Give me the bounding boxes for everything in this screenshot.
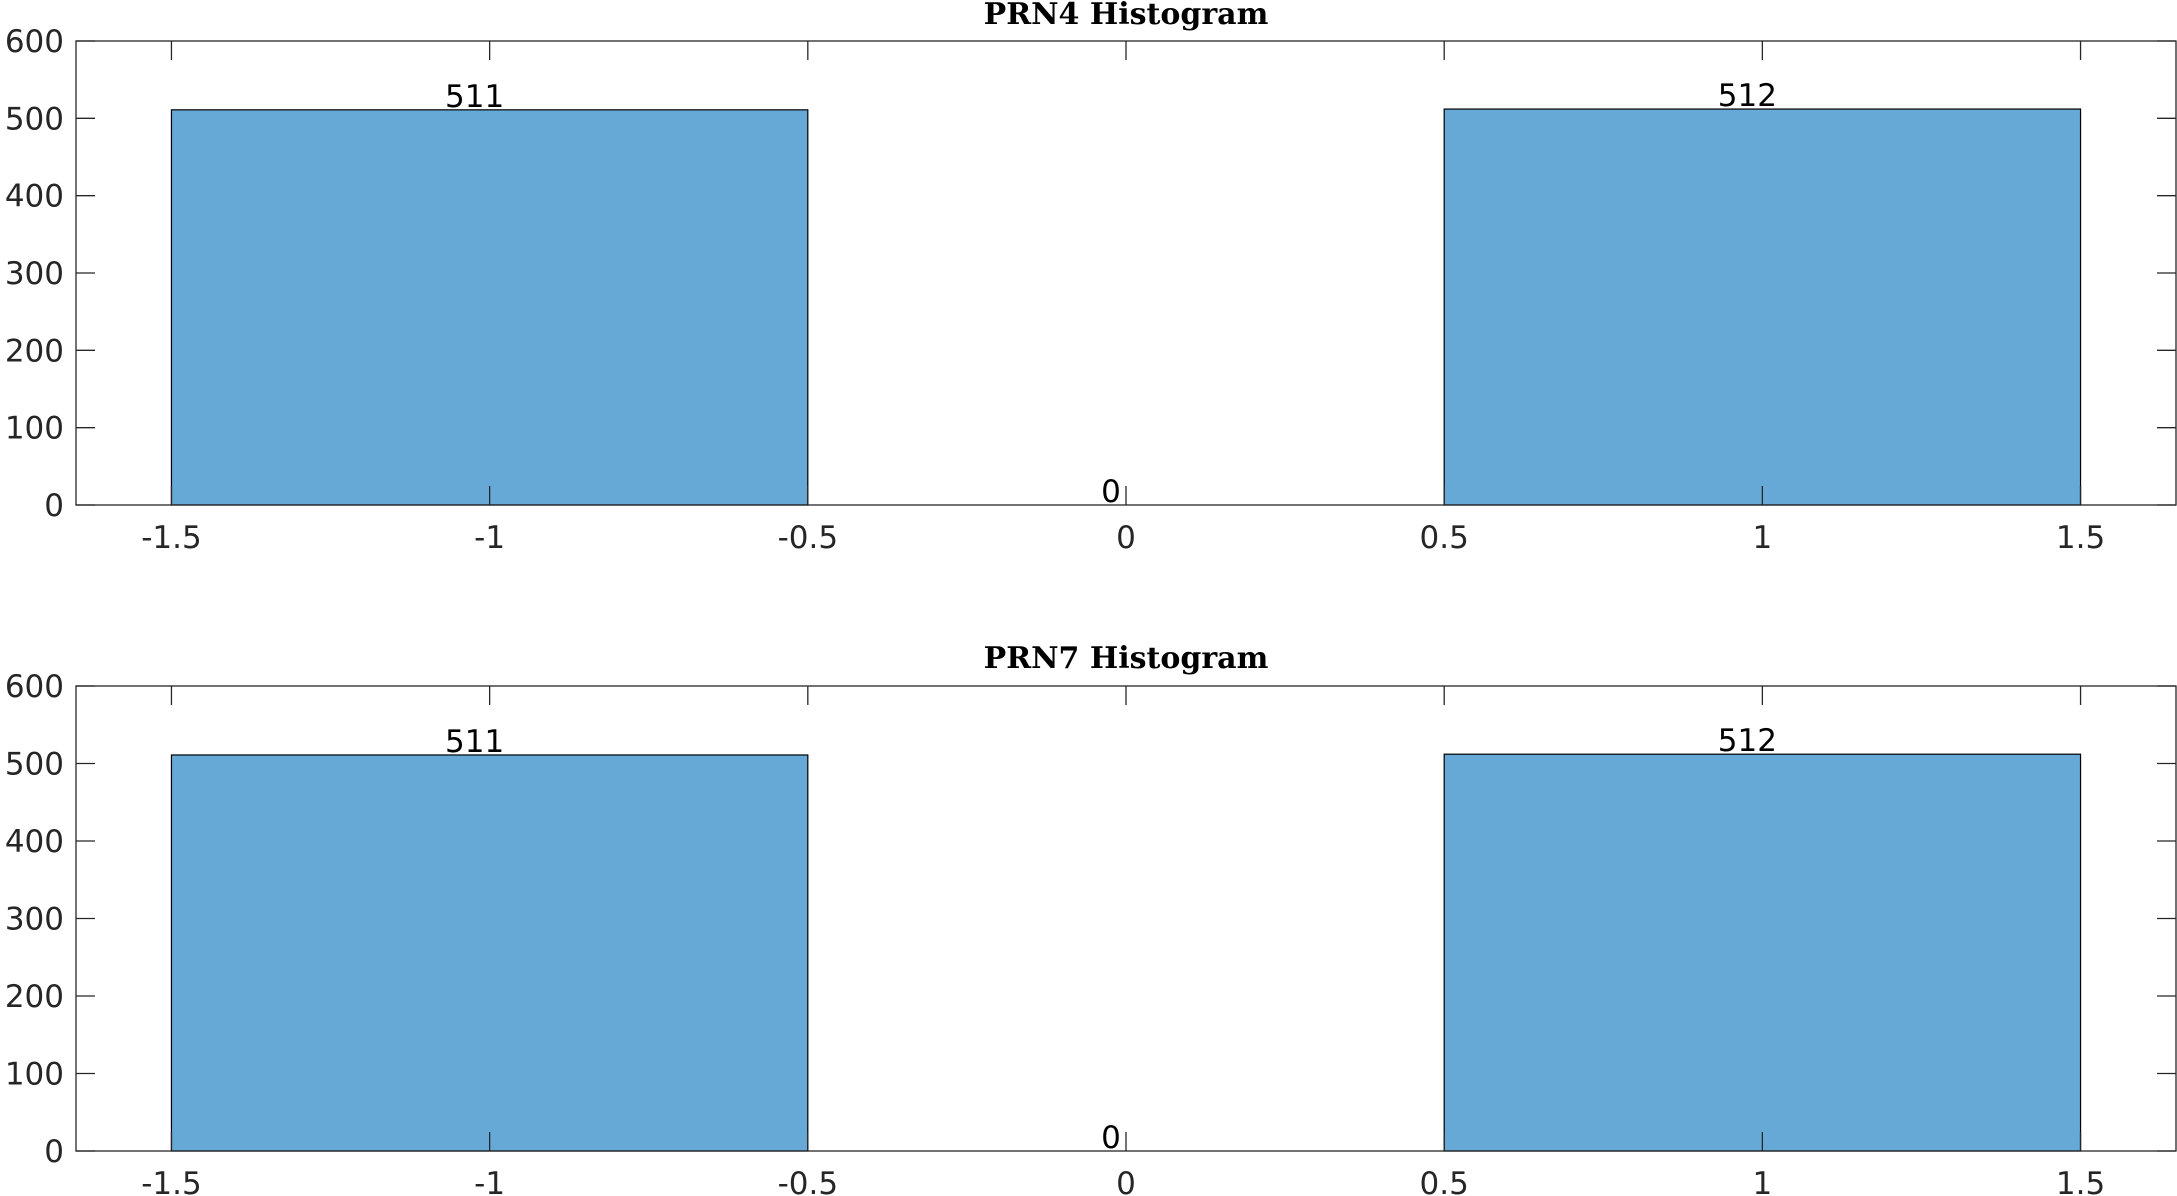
bar-value-label: 512 [1718, 723, 1777, 759]
prn4-histogram-panel: PRN4 Histogram 511 0 512 -1.5 -1 -0.5 0 0.5 1 1.5… [5, 0, 2177, 556]
x-tick-label: -0.5 [778, 520, 839, 556]
bar-value-label: 0 [1101, 474, 1121, 510]
chart-title: PRN7 Histogram [984, 641, 1269, 676]
y-tick-label: 100 [5, 1057, 64, 1093]
y-tick-label: 500 [5, 747, 64, 783]
y-tick-label: 300 [5, 256, 64, 292]
histogram-bar [1443, 108, 2082, 506]
x-tick-label: 0 [1116, 1166, 1136, 1196]
y-tick-label: 300 [5, 902, 64, 938]
y-tick-label: 100 [5, 411, 64, 447]
x-tick-label: 0.5 [1420, 520, 1469, 556]
y-tick-label: 200 [5, 979, 64, 1015]
y-tick-label: 400 [5, 824, 64, 860]
x-tick-label: -1 [474, 1166, 505, 1196]
x-tick-label: 1.5 [2056, 520, 2105, 556]
histogram-bar [170, 109, 809, 506]
y-tick-label: 0 [44, 1134, 64, 1170]
y-tick-label: 0 [44, 488, 64, 524]
histogram-bar [1443, 753, 2082, 1152]
y-tick-label: 400 [5, 179, 64, 215]
bar-value-label: 512 [1718, 78, 1777, 114]
x-tick-label: 1 [1752, 520, 1772, 556]
x-tick-label: -1 [474, 520, 505, 556]
x-tick-label: -1.5 [141, 1166, 202, 1196]
y-tick-label: 600 [5, 24, 64, 60]
bar-value-label: 0 [1101, 1120, 1121, 1156]
x-tick-label: 1 [1752, 1166, 1772, 1196]
histogram-bar [170, 754, 809, 1152]
y-tick-label: 200 [5, 333, 64, 369]
bar-value-label: 511 [445, 724, 504, 760]
x-tick-label: 0 [1116, 520, 1136, 556]
y-tick-label: 500 [5, 101, 64, 137]
x-tick-label: -0.5 [778, 1166, 839, 1196]
x-tick-label: 1.5 [2056, 1166, 2105, 1196]
y-tick-label: 600 [5, 669, 64, 705]
x-tick-label: -1.5 [141, 520, 202, 556]
x-tick-label: 0.5 [1420, 1166, 1469, 1196]
prn7-histogram-panel: PRN7 Histogram 511 0 512 -1.5 -1 -0.5 0 0.5 1 1.5… [5, 641, 2177, 1196]
chart-title: PRN4 Histogram [984, 0, 1269, 32]
bar-value-label: 511 [445, 79, 504, 115]
